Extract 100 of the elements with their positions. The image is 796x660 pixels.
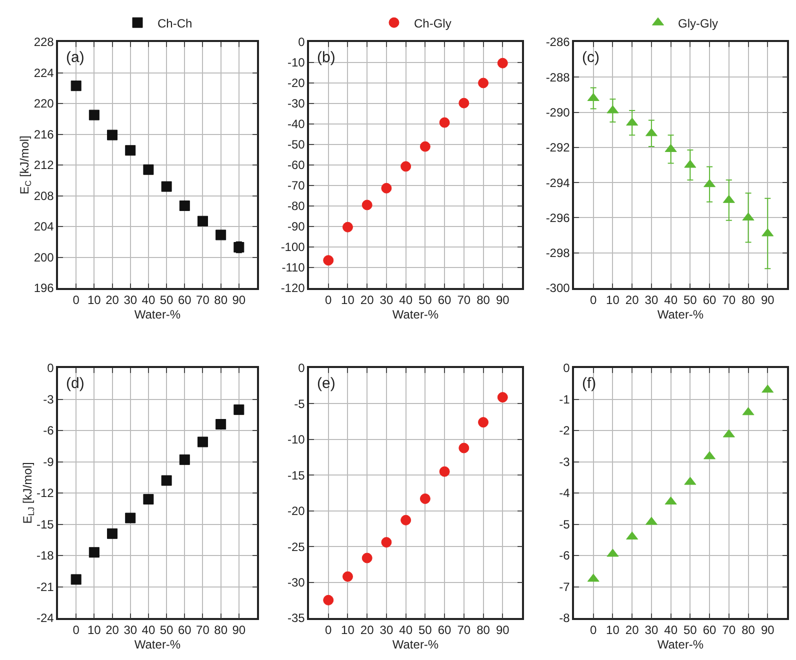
annotation: (e)	[317, 375, 336, 392]
point	[161, 475, 172, 486]
x-tick-label: 50	[684, 623, 698, 638]
y-tick-label: -298	[546, 246, 570, 260]
x-tick-label: 90	[496, 293, 510, 308]
point	[381, 182, 392, 194]
x-tick-label: 50	[418, 293, 432, 308]
y-tick-label: -3	[43, 392, 54, 406]
point	[70, 574, 82, 585]
y-tick-label: -9	[43, 454, 54, 469]
point	[420, 141, 430, 152]
x-tick-label: 10	[88, 623, 102, 638]
x-tick-label: 60	[702, 293, 717, 308]
x-tick-label: 80	[214, 623, 228, 638]
y-tick-label: -296	[546, 210, 570, 225]
x-tick-label: 90	[760, 623, 775, 638]
y-tick-label: 196	[34, 281, 54, 296]
x-tick-label: 90	[760, 293, 775, 308]
x-tick-label: 0	[325, 293, 332, 308]
x-tick-label: 0	[590, 623, 598, 638]
x-tick-label: 70	[457, 623, 471, 638]
point	[439, 117, 450, 128]
point	[342, 571, 353, 582]
x-tick-label: 60	[178, 293, 192, 308]
y-tick-label: -15	[36, 517, 54, 532]
x-tick-label: 40	[664, 623, 678, 638]
x-tick-label: 50	[160, 623, 174, 638]
x-tick-label: 80	[742, 623, 756, 638]
x-tick-label: 40	[142, 293, 156, 308]
point	[381, 537, 392, 548]
y-tick-label: -21	[36, 580, 54, 594]
point	[362, 200, 372, 210]
y-tick-label: -80	[288, 199, 306, 214]
point	[420, 493, 430, 504]
x-axis-title: Water-%	[392, 638, 439, 652]
point	[362, 552, 372, 564]
x-axis-title: Water-%	[657, 638, 704, 652]
y-tick-label: -286	[546, 35, 570, 50]
y-tick-label: -20	[288, 504, 306, 518]
y-tick-label: 208	[34, 188, 54, 203]
point	[400, 514, 412, 526]
y-tick-label: -40	[288, 117, 306, 132]
point	[107, 528, 118, 539]
y-tick-label: -6	[559, 548, 570, 563]
x-axis-title: Water-%	[134, 308, 181, 322]
x-tick-label: 60	[438, 293, 452, 308]
point	[161, 181, 172, 192]
x-tick-label: 0	[72, 293, 80, 308]
y-tick-label: -8	[559, 611, 570, 626]
x-tick-label: 90	[496, 623, 510, 638]
point	[143, 494, 154, 504]
point	[323, 594, 334, 606]
point	[107, 130, 118, 140]
x-tick-label: 70	[457, 293, 471, 308]
y-tick-label: -5	[559, 517, 570, 532]
x-tick-label: 10	[606, 293, 620, 308]
x-tick-label: 30	[644, 293, 658, 308]
x-tick-label: 0	[72, 623, 80, 638]
point	[70, 80, 82, 92]
x-tick-label: 30	[380, 293, 394, 308]
y-tick-label: -5	[294, 396, 306, 411]
point	[478, 417, 489, 428]
legend-label: Ch-Ch	[158, 16, 192, 30]
x-tick-label: 60	[438, 623, 452, 638]
x-axis-title: Water-%	[392, 308, 439, 322]
y-tick-label: 212	[34, 158, 54, 172]
x-tick-label: 80	[742, 293, 756, 308]
x-tick-label: 30	[124, 293, 138, 308]
x-tick-label: 90	[232, 293, 246, 308]
y-tick-label: -30	[288, 96, 306, 111]
x-axis-title: Water-%	[657, 308, 704, 322]
x-tick-label: 10	[606, 623, 620, 638]
point	[143, 164, 154, 175]
x-tick-label: 30	[124, 623, 138, 638]
y-tick-label: -3	[559, 454, 570, 469]
y-tick-label: -30	[288, 575, 306, 590]
y-tick-label: -90	[288, 220, 306, 234]
annotation: (d)	[66, 375, 84, 392]
x-axis-title: Water-%	[134, 638, 181, 652]
y-tick-label: -50	[288, 138, 306, 152]
x-tick-label: 20	[360, 293, 374, 308]
y-tick-label: 0	[47, 361, 54, 376]
x-tick-label: 50	[418, 623, 432, 638]
y-tick-label: 224	[34, 66, 54, 80]
x-tick-label: 10	[88, 293, 102, 308]
point	[478, 78, 489, 88]
y-tick-label: -1	[559, 392, 570, 406]
y-tick-label: -24	[36, 611, 54, 626]
y-tick-label: -10	[288, 56, 306, 70]
y-tick-label: -2	[559, 424, 570, 438]
y-tick-label: -35	[288, 611, 306, 626]
point	[216, 230, 226, 240]
y-tick-label: -292	[546, 140, 570, 155]
x-tick-label: 50	[160, 293, 174, 308]
point	[323, 255, 334, 266]
y-tick-label: -288	[546, 70, 570, 84]
x-tick-label: 20	[625, 623, 640, 638]
y-tick-label: -7	[559, 580, 570, 594]
x-tick-label: 70	[722, 623, 736, 638]
x-tick-label: 10	[341, 293, 355, 308]
